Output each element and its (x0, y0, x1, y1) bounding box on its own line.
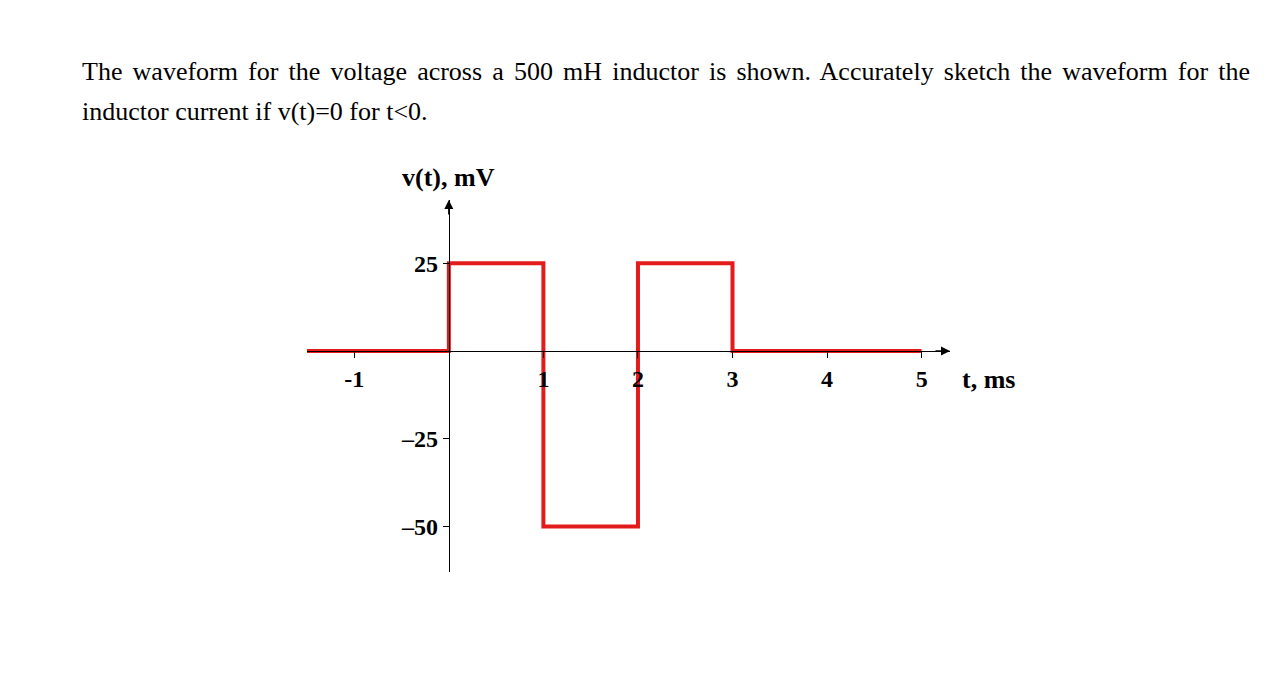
svg-text:–50: –50 (401, 514, 438, 540)
svg-text:1: 1 (537, 366, 549, 392)
svg-text:v(t), mV: v(t), mV (402, 163, 495, 192)
svg-text:3: 3 (727, 366, 739, 392)
svg-text:t, ms: t, ms (962, 365, 1015, 394)
svg-text:-1: -1 (344, 366, 364, 392)
svg-text:4: 4 (821, 366, 833, 392)
svg-text:5: 5 (916, 366, 928, 392)
svg-text:25: 25 (414, 251, 438, 277)
svg-text:2: 2 (632, 366, 644, 392)
html-text:The waveform for the voltage a: The waveform for the voltage across a 50… (82, 57, 1250, 126)
svg-text:–25: –25 (401, 426, 438, 452)
